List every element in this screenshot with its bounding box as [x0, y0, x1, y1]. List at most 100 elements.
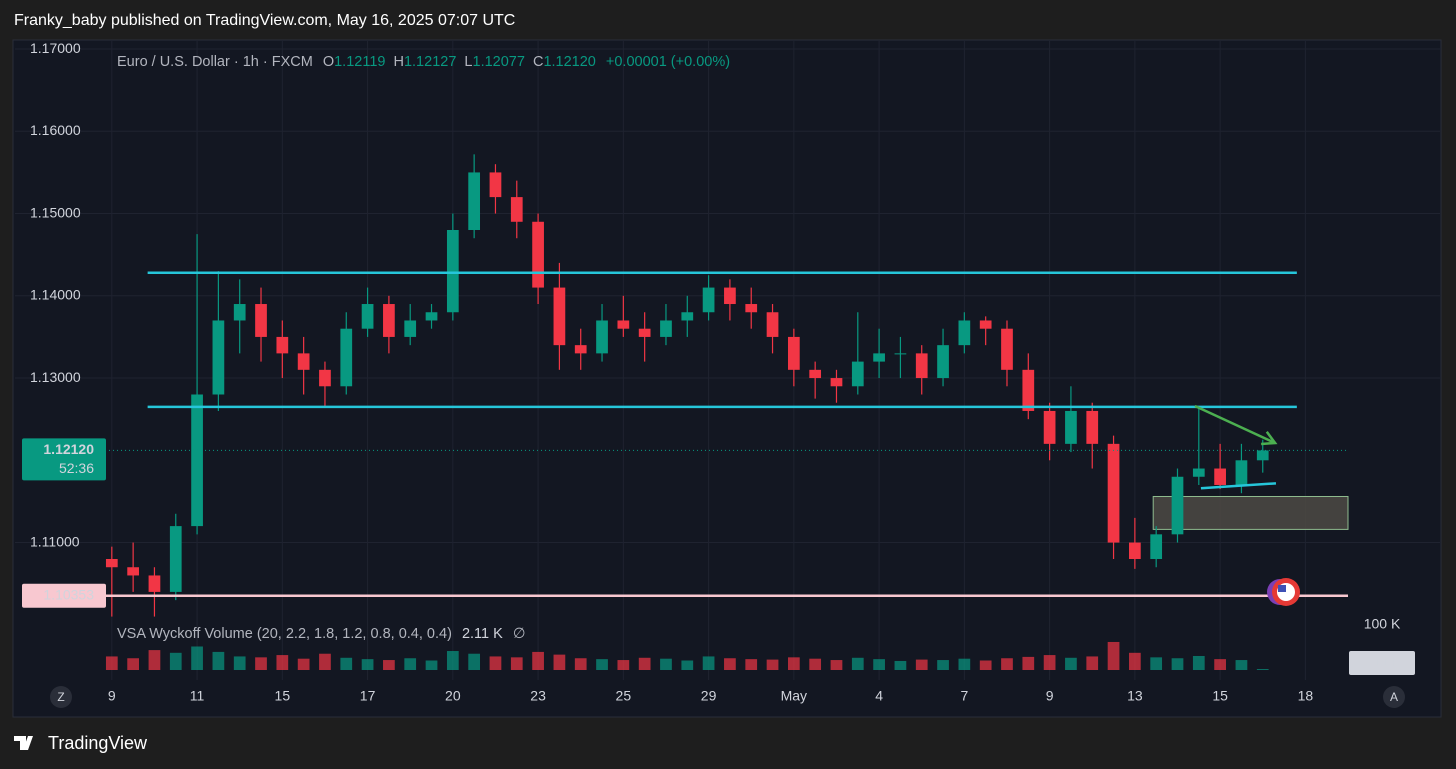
- scale-button-label: Z: [57, 690, 64, 704]
- candle-body: [127, 567, 139, 576]
- candle-body: [383, 304, 395, 337]
- volume-bar: [553, 654, 566, 670]
- candle-body: [446, 230, 459, 313]
- candle-body: [979, 320, 992, 329]
- scale-button-label: A: [1390, 690, 1398, 704]
- alert-tag: [22, 583, 106, 608]
- volume-bar: [148, 650, 161, 670]
- volume-tick-label: 100 K: [1364, 615, 1401, 631]
- candle-body: [276, 336, 289, 354]
- x-tick-label: 17: [360, 688, 376, 704]
- candle-body: [468, 172, 481, 230]
- candle-body: [169, 526, 182, 592]
- symbol-legend: Euro / U.S. Dollar · 1h · FXCM O1.12119 …: [117, 54, 730, 70]
- x-tick-label: 7: [960, 688, 968, 704]
- scale-button: [1383, 686, 1405, 708]
- volume-bar: [937, 660, 949, 670]
- volume-bar: [425, 660, 438, 670]
- logo-text: TradingView: [48, 733, 148, 753]
- last-price-label: 1.12120: [43, 441, 94, 457]
- symbol: Euro / U.S. Dollar · 1h · FXCM: [117, 54, 313, 70]
- x-tick-label: 23: [530, 688, 546, 704]
- l-value: 1.12077: [473, 54, 525, 70]
- candle-body: [1001, 328, 1013, 370]
- candle-body: [255, 304, 267, 337]
- y-tick-label: 1.11000: [30, 533, 80, 549]
- flag-canton: [1278, 585, 1286, 592]
- volume-bar: [276, 655, 289, 670]
- volume-bar: [446, 651, 459, 670]
- volume-bar: [361, 659, 374, 670]
- event-icons: [1267, 578, 1300, 606]
- volume-bar: [1256, 669, 1269, 670]
- volume-bar: [745, 659, 758, 670]
- publish-header: Franky_baby published on TradingView.com…: [14, 12, 515, 29]
- volume-bar: [830, 660, 843, 670]
- arrow-head: [1261, 431, 1278, 446]
- volume-bar: [1065, 657, 1077, 670]
- h-label: H: [393, 54, 403, 70]
- volume-bar: [979, 660, 992, 670]
- indicator-name: VSA Wyckoff Volume (20, 2.2, 1.8, 1.2, 0…: [117, 626, 452, 642]
- candle-body: [745, 304, 758, 313]
- x-tick-label: 20: [445, 688, 461, 704]
- candle-body: [404, 320, 417, 337]
- volume-bar: [1129, 652, 1141, 670]
- candle-body: [894, 353, 907, 355]
- candle-body: [1022, 369, 1035, 411]
- candle-body: [212, 320, 225, 395]
- volume-bar: [233, 656, 246, 670]
- volume-bar: [873, 659, 885, 670]
- candle-body: [105, 559, 118, 568]
- volume-bar: [105, 656, 118, 670]
- volume-bar: [1171, 658, 1184, 670]
- tradingview-logo: TradingView: [14, 733, 148, 753]
- candle-body: [617, 320, 630, 329]
- volume-bar: [724, 658, 736, 670]
- candle-body: [340, 328, 353, 387]
- candle-body: [787, 336, 800, 370]
- x-tick-label: 11: [190, 688, 205, 704]
- candle-body: [532, 221, 544, 288]
- candle-body: [489, 172, 502, 198]
- candle-body: [1192, 468, 1205, 477]
- volume-bar: [1192, 655, 1205, 670]
- volume-legend: VSA Wyckoff Volume (20, 2.2, 1.8, 1.2, 0…: [117, 626, 525, 642]
- volume-bar: [596, 659, 608, 670]
- candle-body: [809, 369, 822, 379]
- candle-body: [191, 394, 203, 527]
- volume-bar: [340, 657, 353, 670]
- volume-bar: [787, 657, 800, 670]
- x-tick-label: May: [781, 688, 807, 704]
- x-tick-label: 29: [701, 688, 717, 704]
- volume-bar: [851, 657, 864, 670]
- volume-bar: [915, 659, 928, 670]
- y-tick-label: 1.17000: [30, 40, 81, 56]
- volume-bar: [958, 658, 971, 670]
- trend-line: [1200, 482, 1277, 490]
- volume-bar: [489, 656, 502, 670]
- x-tick-label: 15: [275, 688, 291, 704]
- volume-bar: [510, 657, 523, 670]
- candle-body: [425, 312, 438, 321]
- candle-body: [660, 320, 672, 337]
- candle-body: [297, 353, 310, 370]
- x-tick-label: 9: [108, 688, 116, 704]
- candle-body: [766, 312, 779, 337]
- volume-bar: [809, 658, 822, 670]
- candle-body: [1256, 450, 1269, 461]
- volume-bar: [894, 660, 907, 670]
- o-value: 1.12119: [334, 54, 385, 70]
- volume-tag: [1349, 651, 1415, 675]
- y-tick-label: 1.16000: [30, 122, 81, 138]
- candle-body: [1043, 410, 1056, 444]
- candle-body: [510, 197, 523, 222]
- volume-bar: [297, 658, 310, 670]
- alert-label: 1.10353: [43, 586, 94, 602]
- o-label: O: [323, 54, 334, 70]
- scale-button: [50, 686, 72, 708]
- volume-bar: [1150, 657, 1163, 670]
- candle-body: [873, 353, 885, 362]
- volume-bar: [766, 659, 779, 670]
- volume-bar: [255, 657, 267, 670]
